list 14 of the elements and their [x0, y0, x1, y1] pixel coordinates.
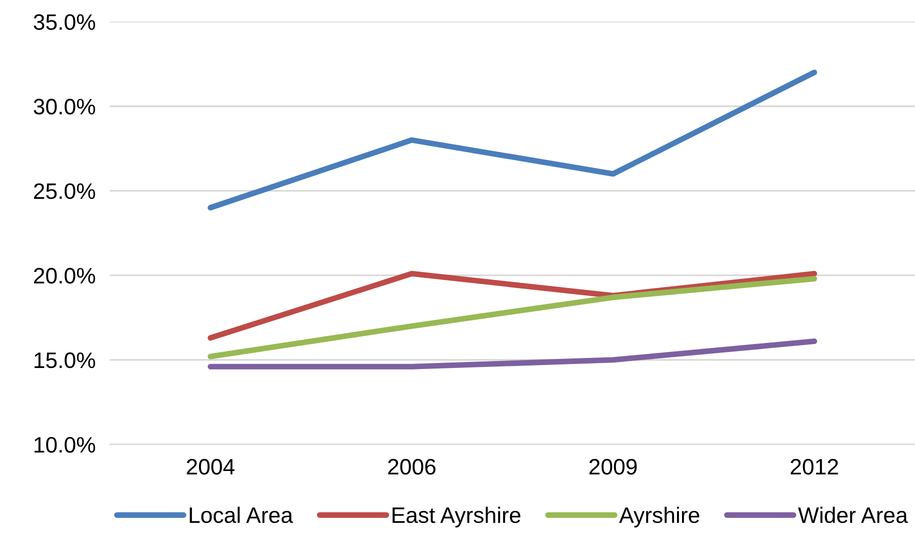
y-tick-label: 20.0% — [34, 268, 96, 284]
y-tick-label: 15.0% — [34, 352, 96, 368]
y-tick-label: 25.0% — [34, 183, 96, 200]
y-tick-label: 10.0% — [34, 436, 96, 453]
legend-label: Wider Area — [798, 506, 908, 524]
legend-label: Ayrshire — [619, 506, 700, 528]
y-tick-label: 30.0% — [34, 98, 96, 115]
legend-label: East Ayrshire — [392, 506, 520, 528]
x-tick-label: 2006 — [388, 458, 436, 475]
x-tick-label: 2012 — [790, 458, 838, 475]
legend-label: Local Area — [190, 506, 294, 524]
y-tick-label: 35.0% — [34, 14, 96, 30]
x-tick-label: 2004 — [186, 458, 235, 475]
x-tick-label: 2009 — [589, 458, 637, 475]
